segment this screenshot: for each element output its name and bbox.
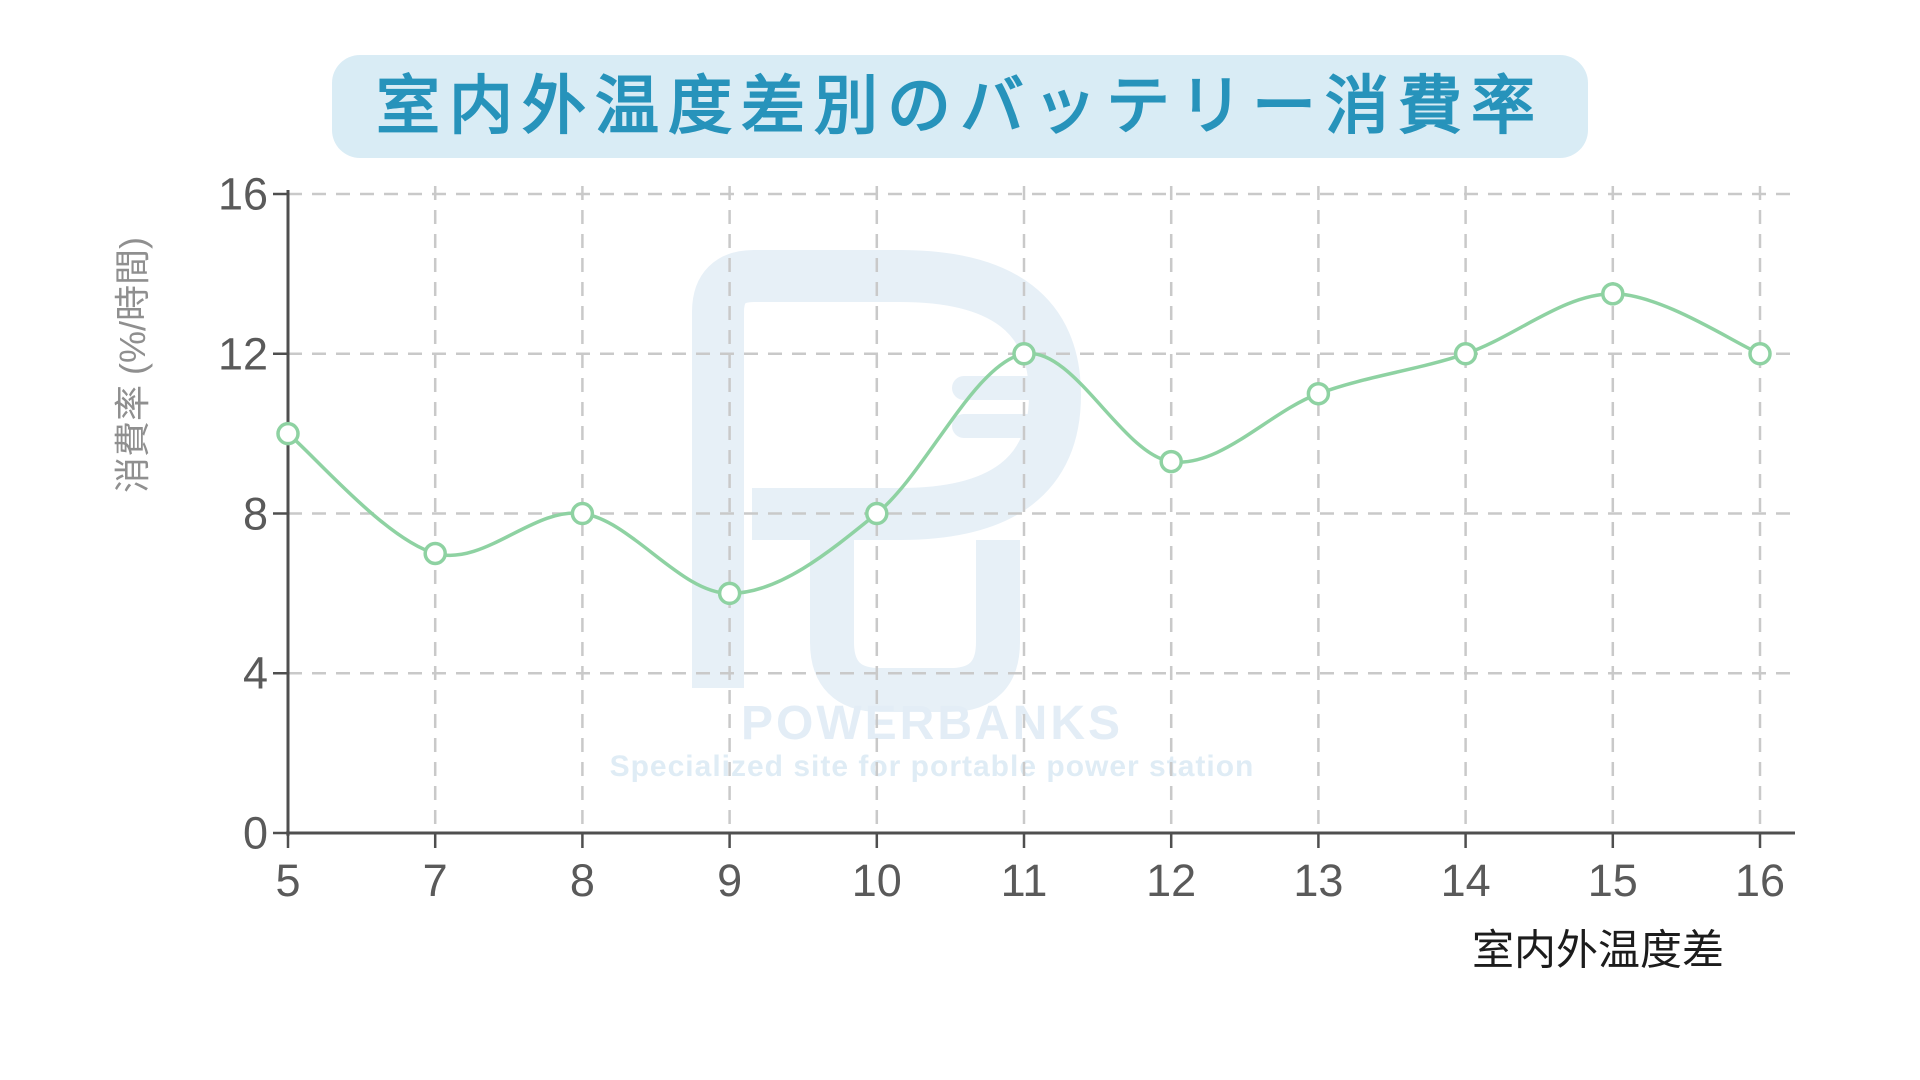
watermark-brand: POWERBANKS [741, 697, 1123, 750]
x-tick-label: 7 [422, 855, 448, 906]
data-point-marker [1012, 342, 1036, 366]
watermark-plug-prong [952, 414, 1058, 438]
data-point-marker [865, 501, 889, 526]
y-tick-label: 8 [242, 488, 268, 539]
data-point-marker [1306, 381, 1331, 406]
axes [273, 190, 1795, 848]
x-tick-label: 10 [851, 855, 902, 906]
consumption-line [286, 292, 1761, 596]
data-point-marker [1453, 342, 1478, 366]
x-tick-label: 8 [569, 855, 595, 906]
x-tick-label: 15 [1587, 855, 1638, 906]
watermark-logo-p [692, 250, 1082, 688]
data-point-marker [570, 501, 595, 526]
x-tick-label: 13 [1293, 855, 1344, 906]
x-tick-label: 9 [717, 855, 743, 906]
y-tick-label: 16 [217, 168, 268, 220]
watermark-plug-prong [952, 376, 1058, 400]
watermark-tagline: Specialized site for portable power stat… [610, 750, 1255, 783]
data-point-marker [276, 421, 300, 446]
x-tick-label: 14 [1440, 855, 1491, 906]
data-point-marker [423, 541, 447, 566]
chart-title: 室内外温度差別のバッテリー消費率 [332, 55, 1588, 158]
data-point-marker [1159, 449, 1183, 474]
x-tick-label: 12 [1146, 855, 1197, 906]
data-point-marker [1601, 282, 1625, 306]
x-tick-label: 11 [1000, 855, 1048, 906]
battery-consumption-series [276, 282, 1772, 606]
data-point-marker [1748, 342, 1772, 366]
x-axis-title: 室内外温度差 [1471, 928, 1725, 975]
gridlines [288, 186, 1795, 833]
data-point-marker [717, 581, 742, 606]
x-tick-label: 16 [1734, 855, 1786, 906]
x-tick-label: 5 [275, 855, 301, 906]
y-tick-label: 0 [242, 807, 268, 859]
watermark-logo [692, 250, 1082, 712]
y-tick-label: 12 [217, 328, 268, 380]
watermark-logo-hook [810, 540, 1020, 712]
y-axis-title: 消費率 (%/時間) [112, 237, 153, 493]
y-tick-label: 4 [242, 647, 268, 699]
